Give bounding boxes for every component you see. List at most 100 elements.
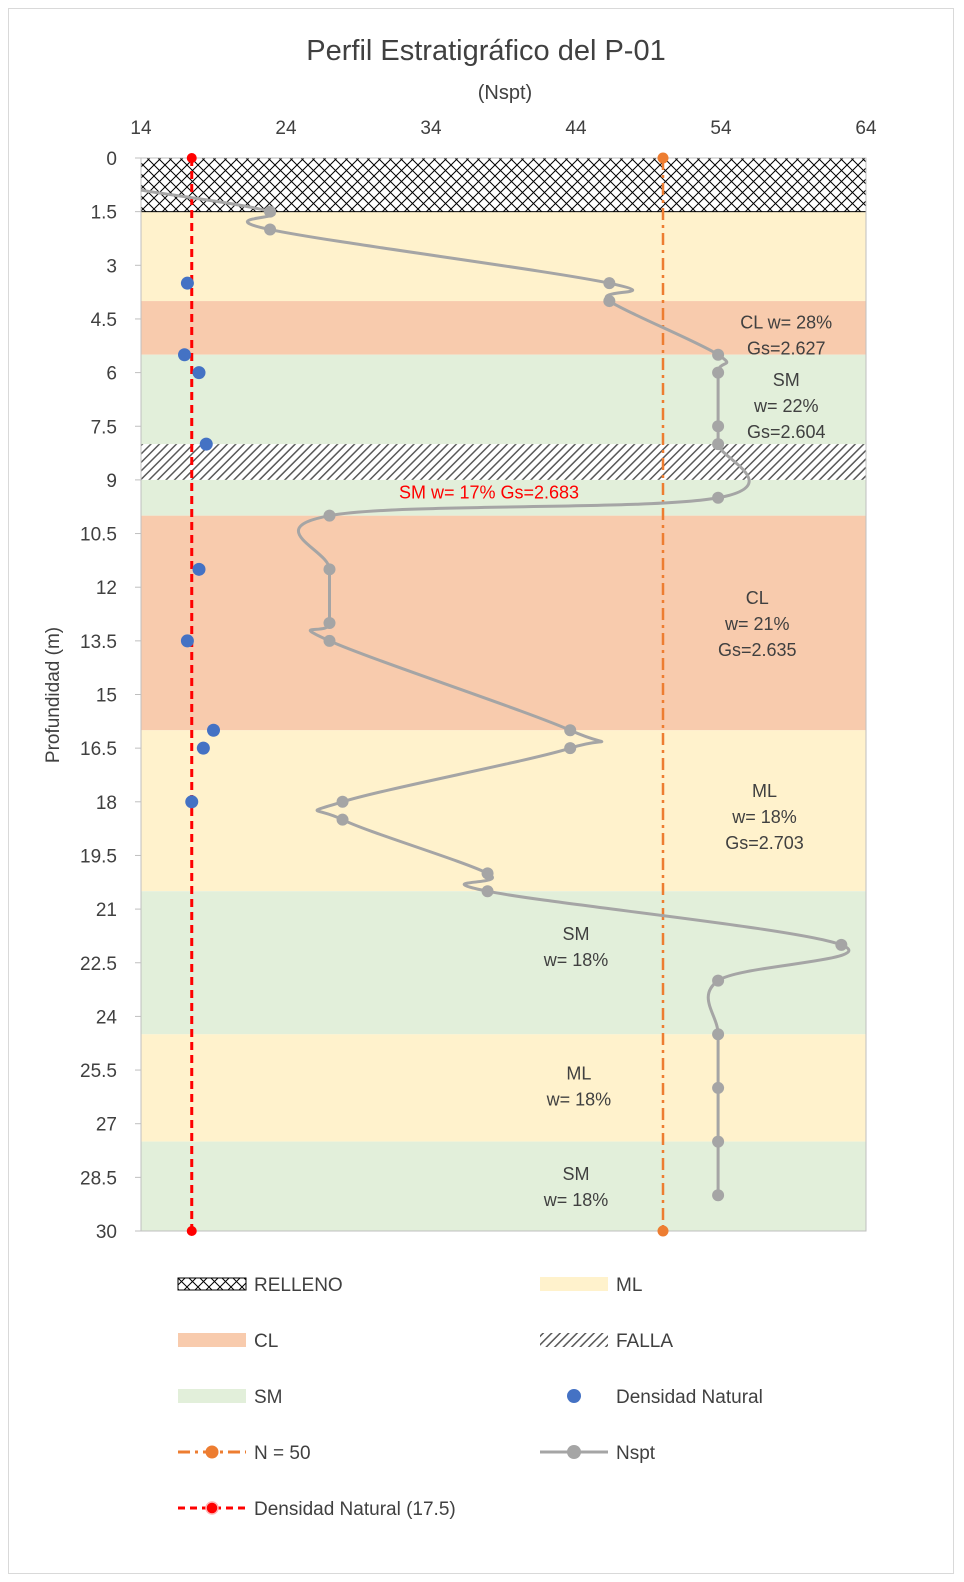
legend-item-ml: ML — [540, 1275, 642, 1296]
legend: RELLENO ML CL FALLA SM Densidad Natural N = 50… — [177, 1275, 763, 1520]
layer-label-line: SM w= 17% Gs=2.683 — [399, 482, 579, 502]
layer-label-line: SM — [773, 370, 800, 390]
y-tick-label: 22.5 — [80, 954, 117, 975]
nspt-point — [564, 742, 577, 755]
legend-marker-n50 — [205, 1445, 219, 1459]
layer-label-line: w= 18% — [546, 1090, 612, 1110]
legend-item-nspt: Nspt — [540, 1443, 656, 1464]
densidad-line-marker — [186, 1226, 197, 1236]
layer-sm — [141, 891, 866, 1035]
nspt-point — [712, 1135, 725, 1148]
y-tick-label: 1.5 — [91, 203, 117, 224]
legend-label: Densidad Natural — [616, 1387, 763, 1408]
layer-label-line: Gs=2.635 — [718, 640, 797, 660]
y-tick-label: 15 — [96, 686, 117, 707]
legend-swatch-relleno — [177, 1277, 247, 1291]
densidad-line-marker — [186, 153, 197, 163]
x-tick-label: 44 — [565, 118, 587, 139]
y-tick-label: 24 — [96, 1007, 118, 1028]
nspt-point — [336, 813, 349, 826]
soil-layers — [140, 157, 867, 1231]
n50-marker — [657, 1225, 669, 1237]
nspt-point — [564, 724, 577, 737]
layer-label-line: ML — [566, 1064, 591, 1084]
chart-series — [140, 152, 851, 1237]
y-tick-label: 27 — [96, 1115, 117, 1136]
n50-marker — [657, 152, 669, 164]
legend-label: ML — [616, 1275, 642, 1296]
legend-marker-nspt — [567, 1445, 581, 1459]
nspt-point — [835, 938, 848, 951]
legend-label: N = 50 — [254, 1443, 311, 1464]
nspt-point — [603, 277, 616, 290]
layer-falla — [141, 444, 866, 480]
densidad-point — [180, 276, 194, 290]
layer-label-line: CL w= 28% — [740, 313, 832, 333]
nspt-point — [603, 295, 616, 308]
layer-relleno — [141, 158, 866, 212]
y-tick-label: 25.5 — [80, 1061, 117, 1082]
x-axis-ticks: 14 24 34 44 54 64 — [130, 118, 877, 139]
y-tick-label: 30 — [96, 1222, 117, 1243]
y-tick-label: 16.5 — [80, 739, 117, 760]
legend-item-sm: SM — [178, 1387, 283, 1408]
y-axis-ticks: 0 1.5 3 4.5 6 7.5 9 10.5 12 13.5 15 16.5 18 19.5 21 22.… — [80, 149, 141, 1243]
legend-swatch-cl — [178, 1333, 246, 1347]
nspt-point — [712, 420, 725, 433]
layer-label-line: ML — [752, 781, 777, 801]
layer-cl — [141, 301, 866, 355]
chart-title: Perfil Estratigráfico del P-01 — [306, 35, 665, 67]
layer-sm — [141, 1141, 866, 1231]
legend-swatch-falla — [540, 1333, 608, 1347]
y-tick-label: 9 — [106, 471, 117, 492]
nspt-point — [712, 348, 725, 361]
layer-label-line: CL — [746, 588, 769, 608]
legend-label: Nspt — [616, 1443, 656, 1464]
nspt-point — [712, 974, 725, 987]
nspt-point — [323, 563, 336, 576]
y-tick-label: 19.5 — [80, 846, 117, 867]
x-tick-label: 54 — [710, 118, 732, 139]
nspt-point — [712, 1189, 725, 1202]
nspt-point — [323, 616, 336, 629]
layer-cl — [141, 515, 866, 731]
legend-marker-densidad-line — [205, 1501, 219, 1515]
legend-label: FALLA — [616, 1331, 673, 1352]
layer-sm — [141, 354, 866, 445]
legend-label: SM — [254, 1387, 283, 1408]
y-tick-label: 21 — [96, 900, 117, 921]
nspt-point — [712, 1081, 725, 1094]
layer-sm — [141, 479, 866, 516]
layer-ml — [141, 1034, 866, 1142]
legend-item-densidad: Densidad Natural — [567, 1387, 763, 1408]
x-tick-label: 24 — [275, 118, 297, 139]
y-tick-label: 12 — [96, 578, 117, 599]
nspt-point — [323, 509, 336, 522]
nspt-point — [712, 366, 725, 379]
densidad-point — [180, 634, 194, 648]
y-axis-label: Profundidad (m) — [43, 627, 64, 763]
legend-item-cl: CL — [178, 1331, 278, 1352]
layer-label-line: w= 22% — [753, 396, 819, 416]
chart-subtitle: (Nspt) — [478, 82, 532, 104]
densidad-point — [185, 795, 199, 809]
nspt-point — [336, 795, 349, 808]
densidad-point — [178, 348, 191, 362]
x-tick-label: 14 — [130, 118, 152, 139]
layer-label-line: Gs=2.627 — [747, 339, 826, 359]
densidad-point — [207, 723, 220, 737]
nspt-point — [481, 867, 494, 880]
legend-item-relleno: RELLENO — [177, 1275, 343, 1296]
y-tick-label: 3 — [106, 256, 117, 277]
nspt-point — [264, 205, 277, 218]
chart-frame — [8, 8, 954, 1574]
legend-label: CL — [254, 1331, 278, 1352]
nspt-point — [481, 885, 494, 898]
legend-item-n50: N = 50 — [178, 1443, 311, 1464]
layer-ml — [141, 730, 866, 892]
y-tick-label: 18 — [96, 793, 117, 814]
layer-label-line: w= 21% — [724, 614, 790, 634]
densidad-point — [192, 366, 206, 380]
legend-marker-densidad — [567, 1389, 581, 1403]
